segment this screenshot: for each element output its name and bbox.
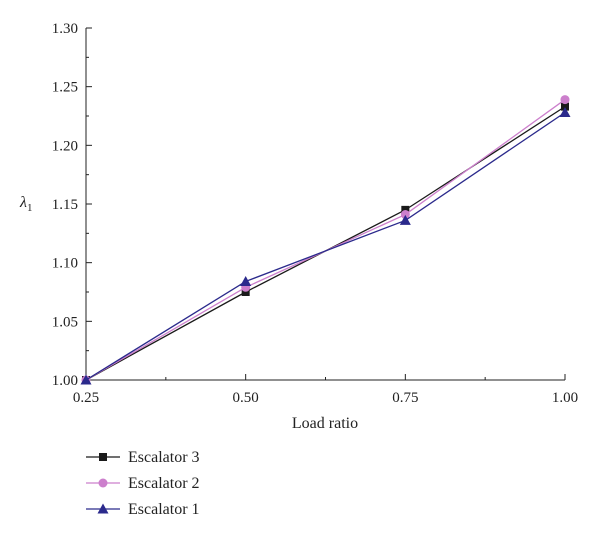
legend-item: Escalator 3	[86, 449, 200, 466]
x-tick-label: 0.50	[233, 390, 259, 406]
series-line	[85, 111, 566, 381]
y-axis-title: λ1	[19, 194, 32, 214]
y-tick-label: 1.25	[52, 80, 78, 96]
data-point-triangle	[559, 106, 571, 117]
data-point-square	[561, 102, 569, 111]
y-tick-label: 1.10	[52, 256, 78, 272]
data-point-triangle	[80, 374, 92, 385]
legend-label: Escalator 3	[128, 449, 200, 466]
x-axis-title: Load ratio	[292, 415, 358, 432]
y-tick-label: 1.00	[52, 373, 78, 389]
legend-label: Escalator 1	[128, 501, 200, 518]
plot-frame	[85, 28, 565, 381]
y-axis-ticks: 1.00 1.05 1.10 1.15 1.20 1.25 1.30	[52, 21, 92, 389]
y-tick-label: 1.20	[52, 138, 78, 154]
data-point-circle	[98, 478, 108, 488]
legend-item: Escalator 1	[86, 501, 200, 518]
y-tick-label: 1.30	[52, 21, 78, 37]
y-tick-label: 1.15	[52, 197, 78, 213]
data-point-circle	[560, 95, 570, 105]
series-escalator-2	[81, 95, 570, 385]
x-tick-label: 0.75	[392, 390, 418, 406]
data-point-triangle	[97, 503, 109, 514]
series-escalator-3	[82, 102, 569, 384]
series-line	[85, 99, 566, 381]
y-tick-label: 1.05	[52, 314, 78, 330]
data-point-circle	[400, 210, 410, 220]
x-tick-label: 1.00	[552, 390, 578, 406]
x-tick-label: 0.25	[73, 390, 99, 406]
data-point-triangle	[399, 214, 411, 225]
series-layer	[80, 95, 571, 385]
data-point-square	[99, 453, 107, 461]
data-point-square	[401, 205, 410, 214]
data-point-square	[241, 288, 250, 296]
legend-item: Escalator 2	[86, 475, 200, 492]
data-point-triangle	[240, 275, 252, 286]
x-axis-ticks: 0.25 0.50 0.75 1.00	[73, 374, 578, 406]
legend: Escalator 3 Escalator 2 Escalator 1	[86, 449, 200, 518]
series-escalator-1	[80, 106, 571, 385]
legend-label: Escalator 2	[128, 475, 200, 492]
